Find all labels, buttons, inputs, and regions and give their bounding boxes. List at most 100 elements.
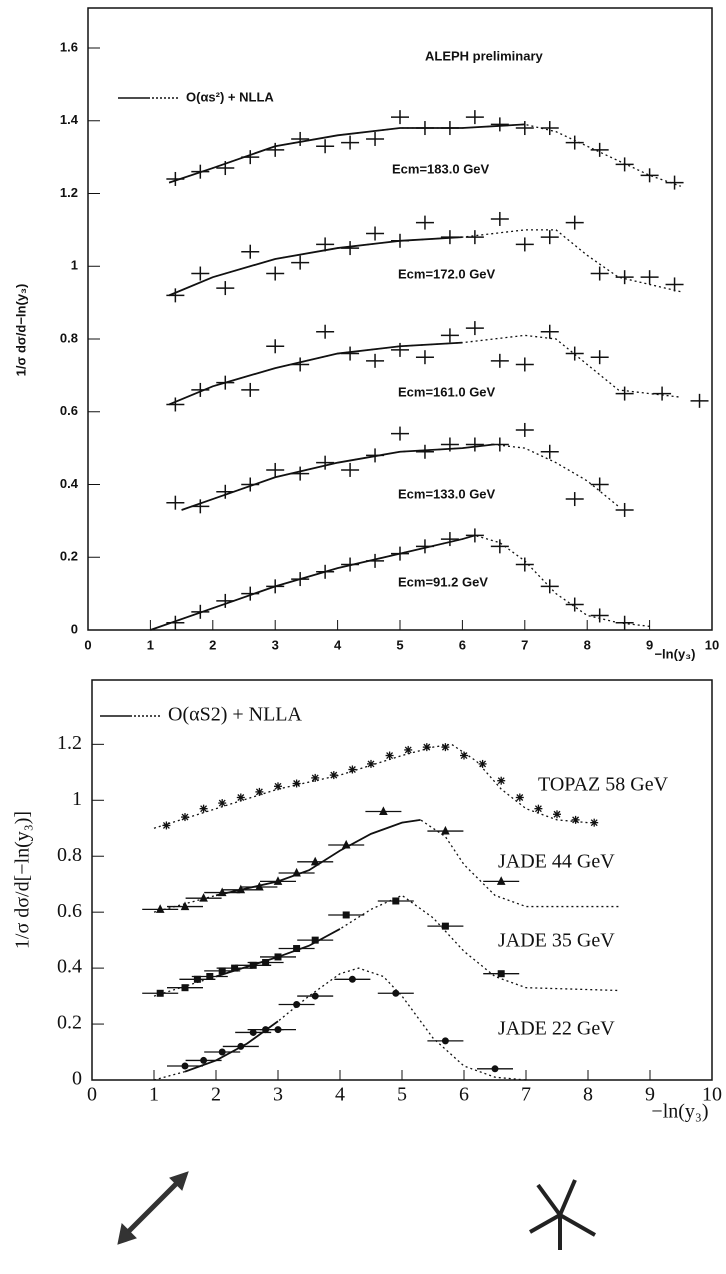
data-point [540,324,559,339]
x-axis-label: −ln(y₃) [651,1101,708,1123]
marker-dot [392,989,400,997]
data-point [166,615,185,630]
data-point [166,288,185,303]
marker-triangle [379,806,388,815]
data-point [166,495,185,510]
data-point [366,131,385,146]
data-point [404,745,413,754]
marker-triangle [236,884,246,894]
series-label: JADE 22 GeV [498,1018,615,1040]
data-point [540,230,559,245]
data-point [191,604,210,619]
series-label: JADE 44 GeV [498,851,615,873]
marker-square [497,970,505,978]
data-point [216,593,235,608]
data-point [565,492,584,507]
star-stroke [460,752,468,759]
data-point [241,477,260,492]
data-point [316,237,335,252]
data-point [415,444,434,459]
chart: 0 1 2 3 4 5 6 7 8 9 10 0 0.2 0.4 0.6 0.8 1 1.2 −ln(y₃) 1/σ … [12,679,722,1123]
data-point [665,277,684,292]
data-point [297,936,334,944]
data-point [266,266,285,281]
data-point [440,532,459,547]
data-point [515,237,534,252]
arrow-head [169,1171,189,1191]
theory-curve-fit-range [168,236,463,297]
marker-dot [348,975,356,983]
data-point [348,765,357,774]
data-point [615,270,634,285]
x-axis-label: −ln(y₃) [654,646,695,661]
y-tick-label: 0.8 [57,844,82,866]
marker-dot [181,1062,189,1070]
series-label: Ecm=172.0 GeV [398,266,496,281]
data-point [241,586,260,601]
data-point [427,922,464,930]
marker-square [441,922,449,930]
x-tick-label: 0 [87,1084,97,1106]
data-point [316,139,335,154]
marker-square [249,961,257,969]
data-point [391,546,409,561]
theory-curve [153,894,620,997]
theory-curve-fit-range [181,443,494,511]
data-point [690,393,709,408]
data-point [199,804,208,813]
x-tick-label: 10 [705,637,719,652]
star-stroke [534,805,542,813]
data-point [640,270,659,285]
data-point [490,117,509,132]
data-point [311,773,320,782]
series-label: TOPAZ 58 GeV [538,774,669,796]
data-point [204,1048,241,1056]
y-tick-label: 0.2 [57,1012,82,1034]
data-point [490,211,509,226]
series-label: JADE 35 GeV [498,930,615,952]
data-point [216,375,235,390]
data-point [465,230,484,245]
data-point [266,462,285,477]
data-point [274,782,282,791]
data-point [441,743,450,752]
data-point [391,342,409,357]
star-stroke [572,816,580,824]
data-point [255,787,264,796]
x-tick-label: 7 [521,637,528,652]
data-point [515,557,534,572]
data-point [422,743,431,752]
marker-dot [200,1056,208,1064]
theory-curve [153,743,589,829]
data-point [166,171,185,186]
data-point [341,241,360,256]
y-tick-label: 0.6 [57,900,82,922]
data-point [415,539,434,554]
data-point [497,776,506,785]
legend-label: O(αS2) + NLLA [168,704,303,726]
marker-square [156,989,164,997]
data-point [665,175,684,190]
x-tick-label: 2 [209,637,216,652]
data-point [278,867,315,877]
star-stroke [348,766,356,773]
data-point [534,804,543,813]
data-point [465,321,484,336]
legend-label: O(αs²) + NLLA [186,89,274,104]
marker-triangle [292,867,301,877]
data-point [615,615,634,630]
data-point [297,856,334,866]
y-tick-label: 1 [71,258,78,273]
marker-triangle [180,901,190,911]
star-stroke [553,810,561,818]
data-point [185,893,222,902]
data-point [191,266,210,281]
data-point [316,564,335,579]
x-tick-label: 8 [583,1084,593,1106]
marker-dot [249,1028,257,1036]
y-tick-label: 0.2 [60,549,78,564]
data-point [540,579,559,594]
data-point [241,382,260,397]
data-point [391,426,409,441]
data-point [292,779,301,788]
